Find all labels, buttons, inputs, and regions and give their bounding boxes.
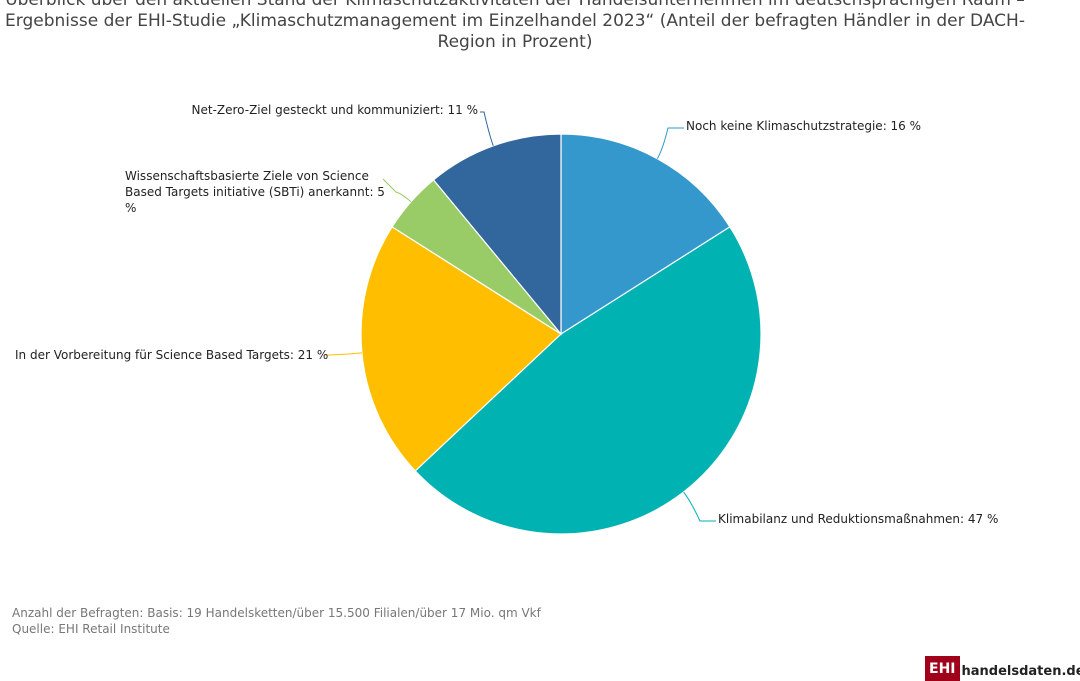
leader-line-wissenschaftsbasierte-ziele-von-science-: [383, 179, 411, 202]
brand-logo[interactable]: EHI handelsdaten.de: [925, 656, 1080, 680]
slice-label-in-der-vorbereitung-f-r-science-based-ta: In der Vorbereitung für Science Based Ta…: [15, 348, 328, 362]
logo-text: handelsdaten.de: [960, 656, 1080, 679]
leader-line-klimabilanz-und-reduktionsma-nahmen-47: [684, 492, 716, 521]
slice-label-net-zero-ziel-gesteckt-und-kommuniziert-: Net-Zero-Ziel gesteckt und kommuniziert:…: [192, 103, 478, 117]
leader-line-net-zero-ziel-gesteckt-und-kommuniziert-: [480, 112, 493, 146]
footer-note: Anzahl der Befragten: Basis: 19 Handelsk…: [12, 605, 541, 621]
chart-footer: Anzahl der Befragten: Basis: 19 Handelsk…: [12, 605, 541, 637]
pie-chart: Noch keine Klimaschutzstrategie: 16 % Kli…: [0, 0, 1080, 600]
slice-label-noch-keine-klimaschutzstrategie-16: Noch keine Klimaschutzstrategie: 16 %: [686, 119, 921, 133]
leader-line-noch-keine-klimaschutzstrategie-16: [657, 128, 684, 159]
leader-line-in-der-vorbereitung-f-r-science-based-ta: [325, 353, 362, 355]
slice-label-klimabilanz-und-reduktionsma-nahmen-47: Klimabilanz und Reduktionsmaßnahmen: 47 …: [718, 512, 998, 526]
logo-mark: EHI: [925, 656, 960, 681]
footer-source: Quelle: EHI Retail Institute: [12, 621, 541, 637]
